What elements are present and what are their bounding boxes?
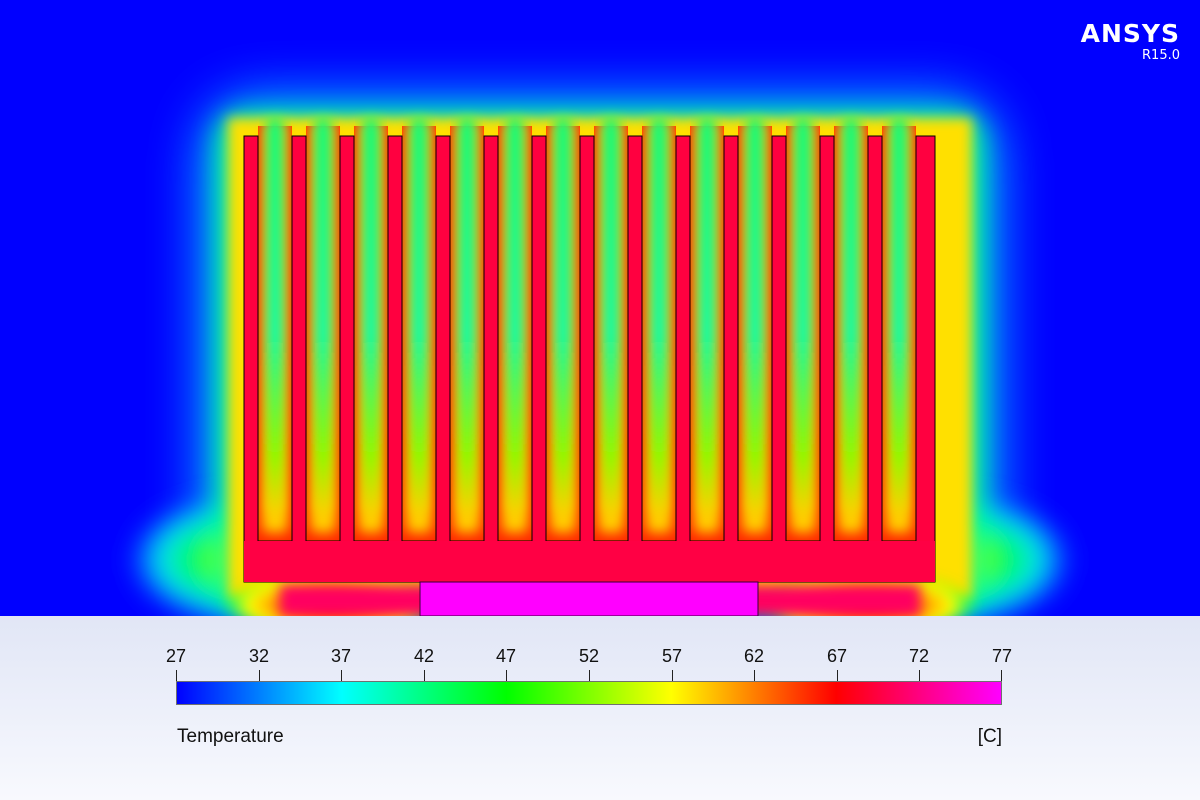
legend-tick-mark: [837, 670, 838, 681]
heatsink-base: [244, 541, 935, 582]
heatsink-fin: [628, 136, 642, 541]
legend-tick-mark: [1001, 670, 1002, 681]
gap-cool-core: [891, 118, 907, 515]
heatsink-fins: [244, 136, 935, 541]
heatsink-fin: [388, 136, 402, 541]
heatsink-fin: [580, 136, 594, 541]
legend-tick-mark: [919, 670, 920, 681]
legend-unit-label: [C]: [977, 726, 1002, 747]
gap-cool-core: [363, 118, 379, 515]
heatsink-fin: [772, 136, 786, 541]
legend-tick-mark: [672, 670, 673, 681]
ansys-logo: ANSYS R15.0: [1081, 20, 1180, 63]
heatsink-fin: [916, 136, 935, 541]
legend-tick-label: 42: [413, 646, 435, 666]
legend-tick-label: 67: [826, 646, 848, 666]
gap-cool-core: [555, 118, 571, 515]
legend-tick-label: 57: [661, 646, 683, 666]
legend-panel: [0, 616, 1200, 800]
fin-gap-air: [258, 118, 916, 541]
brand-name: ANSYS: [1080, 19, 1180, 48]
heatsink-fin: [868, 136, 882, 541]
gap-cool-core: [459, 118, 475, 515]
color-scale-bar: [176, 681, 1002, 705]
legend-tick-mark: [506, 670, 507, 681]
legend-tick-mark: [259, 670, 260, 681]
gap-cool-core: [267, 118, 283, 515]
color-legend: 27 32 37 42 47 52 57 62 67 72 77 Temperature [C]: [166, 640, 1012, 760]
legend-tick-label: 47: [495, 646, 517, 666]
temperature-contour-plot: [0, 0, 1200, 616]
heatsink-fin: [436, 136, 450, 541]
legend-tick-label: 27: [165, 646, 187, 666]
legend-tick-label: 37: [330, 646, 352, 666]
heatsink-fin: [724, 136, 738, 541]
gap-cool-core: [411, 118, 427, 515]
heat-source-block: [419, 581, 759, 616]
legend-tick-label: 77: [991, 646, 1013, 666]
legend-tick-mark: [589, 670, 590, 681]
heatsink-fin: [292, 136, 306, 541]
gap-cool-core: [507, 118, 523, 515]
gap-cool-core: [315, 118, 331, 515]
heatsink-fin: [532, 136, 546, 541]
heatsink-fin: [484, 136, 498, 541]
legend-tick-mark: [424, 670, 425, 681]
legend-tick-label: 62: [743, 646, 765, 666]
heatsink-fin: [820, 136, 834, 541]
gap-cool-core: [651, 118, 667, 515]
gap-cool-core: [843, 118, 859, 515]
legend-tick-mark: [754, 670, 755, 681]
gap-cool-core: [747, 118, 763, 515]
legend-tick-label: 32: [248, 646, 270, 666]
legend-quantity-label: Temperature: [177, 726, 284, 747]
heatsink-fin: [676, 136, 690, 541]
gap-cool-core: [603, 118, 619, 515]
legend-tick-mark: [176, 670, 177, 681]
heatsink-fin: [340, 136, 354, 541]
brand-version: R15.0: [1142, 48, 1180, 63]
legend-tick-label: 72: [908, 646, 930, 666]
gap-cool-core: [795, 118, 811, 515]
gap-cool-core: [699, 118, 715, 515]
heatsink-fin: [244, 136, 258, 541]
legend-tick-mark: [341, 670, 342, 681]
legend-tick-label: 52: [578, 646, 600, 666]
